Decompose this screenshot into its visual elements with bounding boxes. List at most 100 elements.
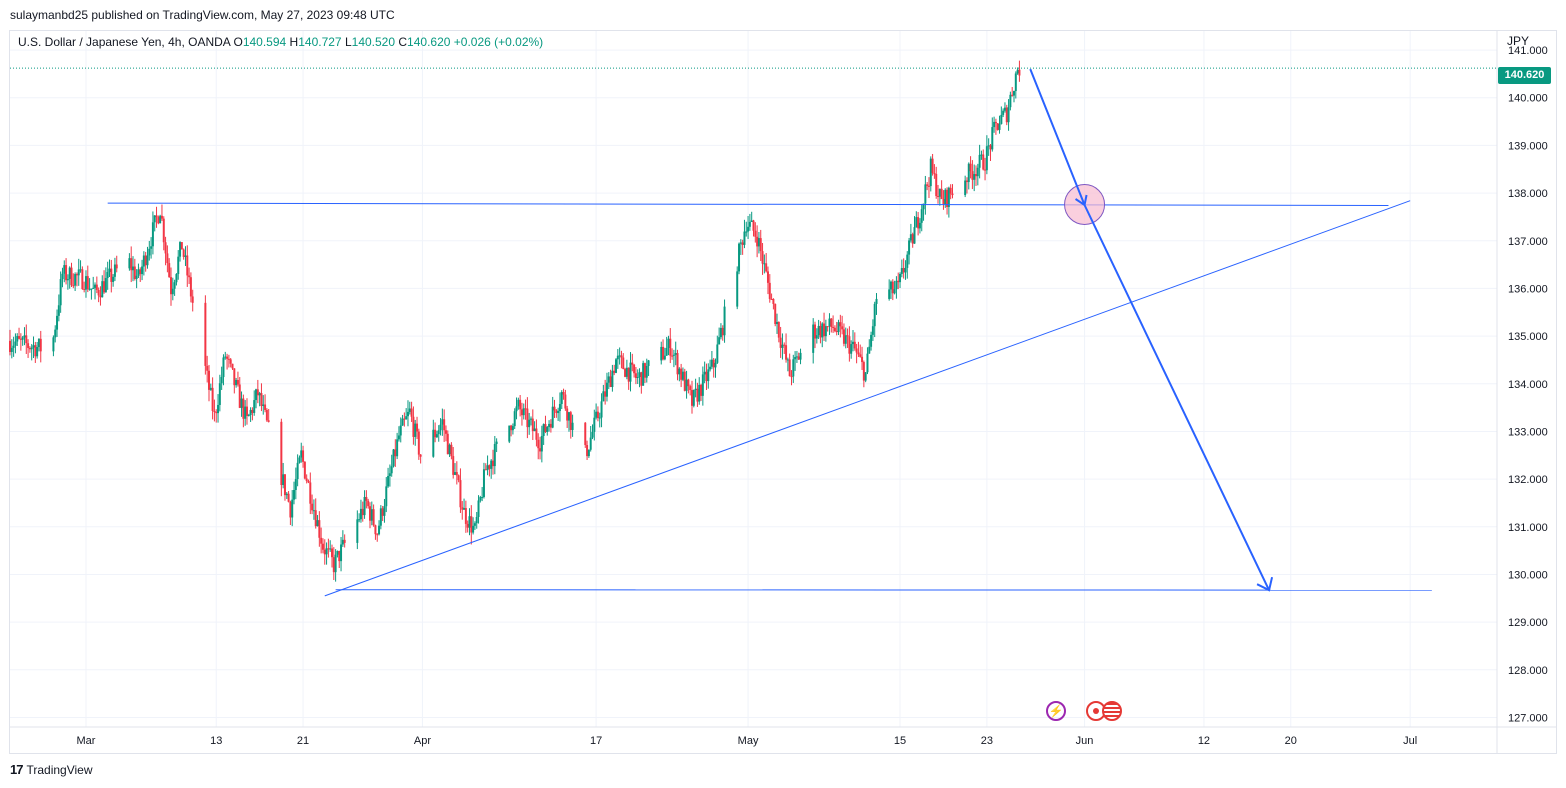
- candle-body: [186, 255, 189, 276]
- candle-body: [110, 268, 113, 282]
- candle-body: [584, 422, 587, 446]
- candle-body: [405, 416, 408, 420]
- candle-body: [416, 423, 419, 432]
- candle-body: [101, 281, 104, 298]
- candle-body: [875, 298, 878, 304]
- y-tick-label: 141.000: [1508, 45, 1548, 57]
- candle-body: [861, 356, 864, 363]
- candle-body: [1003, 107, 1006, 111]
- candle-body: [37, 338, 40, 348]
- candle-body: [531, 418, 534, 432]
- candle-body: [690, 390, 693, 406]
- candle-body: [629, 362, 632, 382]
- candle-body: [828, 318, 831, 327]
- candle-body: [982, 154, 985, 170]
- candle-body: [378, 525, 381, 535]
- candle-body: [374, 525, 377, 535]
- usd-event-icon[interactable]: [1102, 701, 1122, 721]
- candle-body: [12, 345, 15, 348]
- candle-body: [97, 289, 100, 296]
- candle-body: [772, 298, 775, 304]
- candle-body: [211, 387, 214, 411]
- candle-body: [180, 242, 183, 250]
- candle-body: [256, 389, 259, 396]
- candle-body: [698, 384, 701, 402]
- candle-body: [674, 353, 677, 355]
- time-axis[interactable]: Mar 13 21 Apr 17 May 15 23 Jun 12 20 Jul: [10, 726, 1556, 747]
- candle-body: [21, 337, 24, 340]
- candle-body: [669, 338, 672, 356]
- candle-body: [643, 363, 646, 378]
- candle-body: [327, 548, 330, 550]
- candle-body: [900, 268, 903, 274]
- candle-body: [564, 394, 567, 409]
- grid-lines: [10, 31, 1497, 727]
- x-tick-label: Mar: [77, 735, 96, 747]
- candle-body: [609, 376, 612, 388]
- high-value: 140.727: [298, 35, 342, 49]
- candle-body: [23, 335, 26, 338]
- candle-body: [971, 171, 974, 180]
- candle-body: [10, 347, 13, 352]
- candle-body: [146, 255, 149, 266]
- candle-body: [613, 370, 616, 373]
- price-axis[interactable]: 127.000 128.000 129.000 130.000 131.000 132.0…: [1496, 31, 1548, 753]
- candle-body: [768, 282, 771, 299]
- candle-body: [542, 424, 545, 436]
- x-tick-label: 15: [894, 735, 906, 747]
- candle-body: [631, 362, 634, 365]
- candle-body: [432, 429, 435, 457]
- candle-body: [173, 282, 176, 289]
- y-tick-label: 131.000: [1508, 522, 1548, 534]
- y-tick-label: 129.000: [1508, 617, 1548, 629]
- candle-body: [475, 516, 478, 524]
- candle-body: [206, 365, 209, 371]
- candle-body: [705, 371, 708, 382]
- candle-body: [902, 268, 905, 273]
- candle-body: [529, 418, 532, 420]
- candle-body: [34, 345, 37, 357]
- candle-body: [159, 215, 162, 224]
- x-tick-label: May: [738, 735, 759, 747]
- flash-icon[interactable]: ⚡: [1046, 701, 1066, 721]
- candle-body: [94, 284, 97, 288]
- candle-body: [696, 388, 699, 402]
- candle-body: [741, 242, 744, 245]
- candle-body: [620, 355, 623, 358]
- candle-body: [783, 344, 786, 346]
- y-tick-label: 136.000: [1508, 283, 1548, 295]
- candle-body: [647, 360, 650, 367]
- candle-body: [479, 497, 482, 501]
- candle-body: [473, 523, 476, 526]
- candle-body: [904, 267, 907, 273]
- candle-body: [763, 263, 766, 265]
- candle-body: [148, 248, 151, 256]
- candle-body: [622, 357, 625, 369]
- candle-body: [128, 258, 131, 269]
- candle-body: [868, 346, 871, 354]
- candle-body: [455, 472, 458, 476]
- candle-body: [1011, 94, 1014, 96]
- candle-body: [663, 355, 666, 360]
- candle-body: [358, 519, 361, 521]
- candle-body: [379, 508, 382, 526]
- candle-body: [300, 450, 303, 458]
- candle-body: [452, 456, 455, 475]
- candle-body: [924, 184, 927, 204]
- candle-body: [70, 267, 73, 286]
- candle-body: [709, 366, 712, 370]
- candle-body: [821, 323, 824, 338]
- candle-body: [224, 356, 227, 358]
- candle-body: [539, 448, 542, 452]
- candle-body: [776, 321, 779, 325]
- candle-body: [236, 379, 239, 385]
- candle-body: [938, 188, 941, 197]
- candle-body: [814, 324, 817, 339]
- candle-body: [399, 425, 402, 436]
- candle-body: [833, 327, 836, 332]
- candle-body: [591, 431, 594, 438]
- candle-body: [294, 479, 297, 491]
- x-tick-label: Apr: [414, 735, 431, 747]
- candle-body: [946, 189, 949, 208]
